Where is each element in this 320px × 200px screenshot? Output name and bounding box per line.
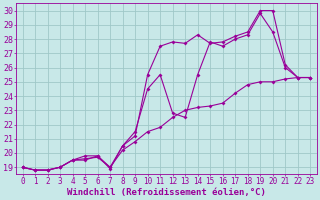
X-axis label: Windchill (Refroidissement éolien,°C): Windchill (Refroidissement éolien,°C) (67, 188, 266, 197)
